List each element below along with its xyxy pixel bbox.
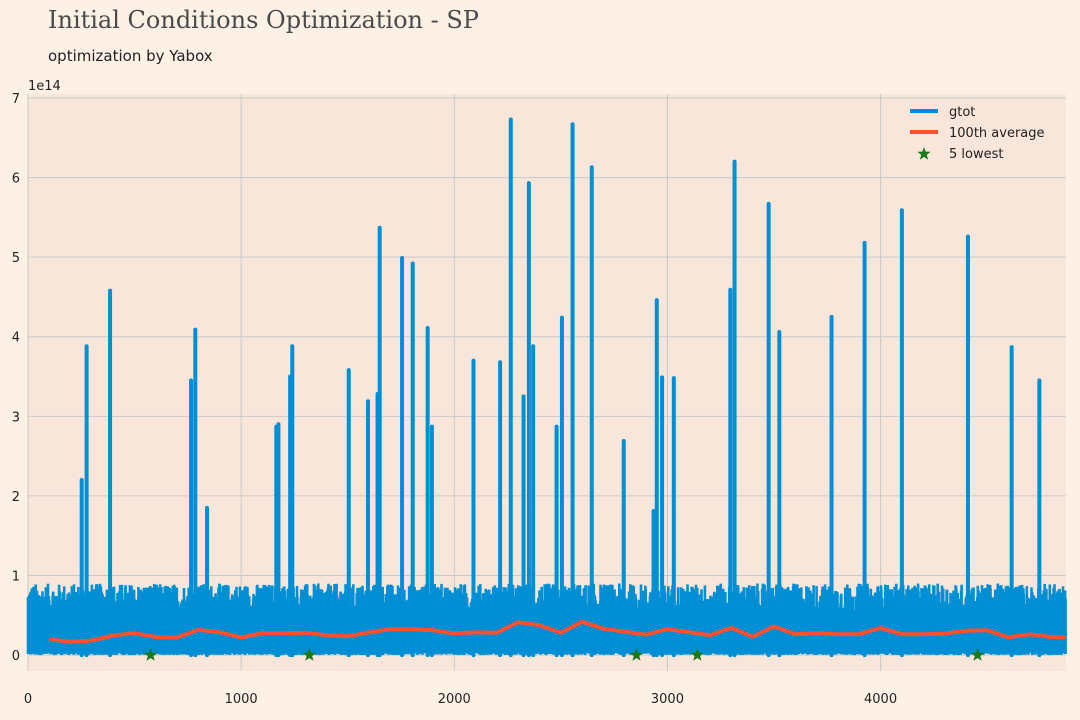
y-tick-label: 6: [12, 172, 20, 187]
y-tick-label: 5: [12, 251, 20, 266]
axis-tick-labels: 0 1000 2000 3000 4000 0 1 2 3 4 5 6 7: [12, 92, 897, 707]
legend-label: 5 lowest: [949, 147, 1003, 162]
x-tick-label: 3000: [651, 692, 684, 707]
chart-subtitle: optimization by Yabox: [48, 47, 213, 65]
y-tick-label: 7: [12, 92, 20, 107]
x-tick-label: 0: [24, 692, 32, 707]
y-tick-label: 3: [12, 410, 20, 425]
y-tick-label: 4: [12, 331, 20, 346]
chart-title: Initial Conditions Optimization - SP: [48, 6, 479, 34]
legend: gtot 100th average 5 lowest: [910, 105, 1045, 162]
y-tick-label: 2: [12, 490, 20, 505]
legend-label: gtot: [949, 105, 975, 120]
average-series: [49, 619, 1067, 644]
lowest-star-marker: [970, 648, 985, 661]
lowest-star-marker: [629, 648, 644, 661]
lowest-markers: [143, 648, 985, 661]
y-tick-label: 0: [12, 649, 20, 664]
x-tick-label: 4000: [864, 692, 897, 707]
y-tick-label: 1: [12, 569, 20, 584]
legend-label: 100th average: [949, 126, 1045, 141]
gtot-series: [26, 117, 1067, 658]
lowest-star-marker: [690, 648, 704, 661]
x-tick-label: 1000: [225, 692, 258, 707]
x-tick-label: 2000: [438, 692, 471, 707]
lowest-star-marker: [302, 648, 316, 661]
y-scale-exponent: 1e14: [28, 79, 61, 94]
legend-star-icon: [917, 147, 931, 160]
lowest-star-marker: [143, 648, 158, 661]
average-line: [49, 619, 1067, 644]
grid-lines: [27, 94, 1066, 671]
gtot-band: [26, 583, 1067, 656]
plot-background: [28, 94, 1066, 671]
